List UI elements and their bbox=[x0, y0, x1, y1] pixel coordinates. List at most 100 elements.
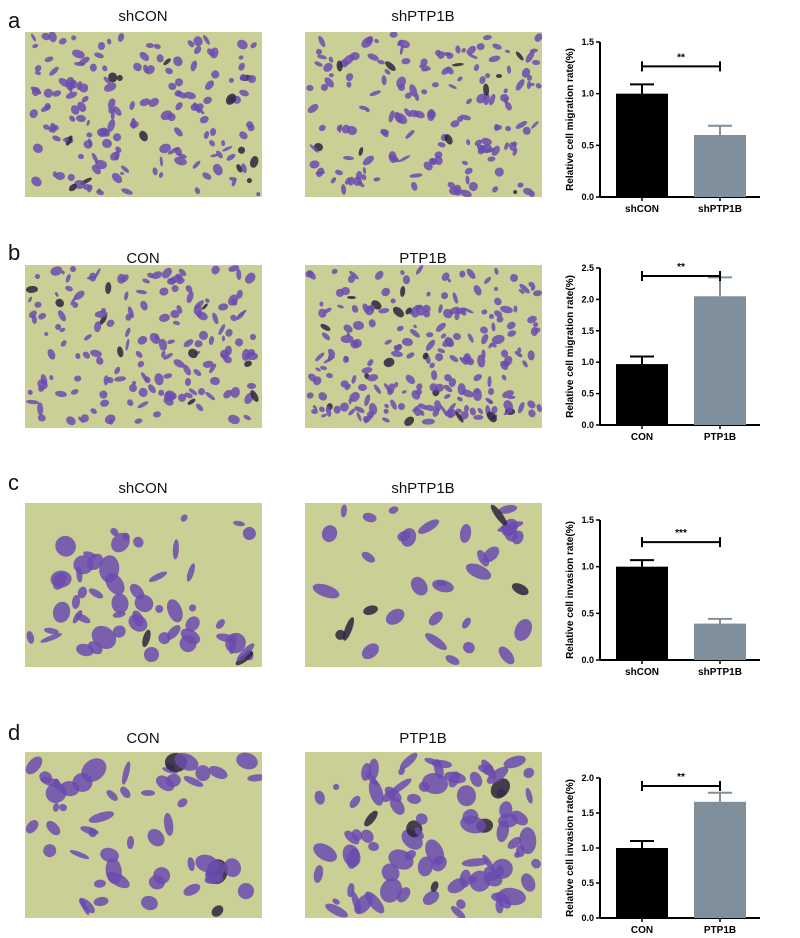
stained-cell bbox=[172, 539, 180, 559]
stained-cell bbox=[208, 139, 217, 148]
stained-cell bbox=[373, 38, 380, 45]
stained-cell bbox=[138, 50, 152, 63]
stained-cell bbox=[389, 32, 398, 39]
stained-cell bbox=[29, 32, 37, 42]
stained-cell bbox=[340, 504, 348, 519]
stained-cell bbox=[458, 523, 474, 544]
stained-cell bbox=[140, 789, 156, 797]
stained-cell bbox=[242, 271, 258, 287]
stained-cell bbox=[426, 608, 446, 628]
stained-cell bbox=[409, 173, 423, 179]
stained-cell bbox=[520, 359, 529, 369]
stained-cell bbox=[527, 407, 538, 419]
stained-cell bbox=[434, 320, 448, 333]
stained-cell bbox=[534, 82, 542, 91]
stained-cell bbox=[59, 781, 80, 798]
stained-cell bbox=[422, 630, 449, 654]
stained-cell bbox=[529, 856, 542, 871]
y-tick-label: 1.5 bbox=[581, 37, 594, 47]
stained-cell bbox=[111, 132, 123, 143]
stained-cell bbox=[50, 600, 72, 625]
stained-cell bbox=[192, 367, 203, 377]
left-image-title: CON bbox=[126, 250, 160, 267]
stained-cell bbox=[101, 64, 109, 73]
stained-cell bbox=[172, 126, 185, 139]
stained-cell bbox=[317, 390, 329, 403]
stained-cell bbox=[209, 265, 222, 277]
stained-cell bbox=[495, 74, 503, 79]
stained-cell bbox=[181, 363, 193, 378]
stained-cell bbox=[521, 766, 537, 781]
stained-cell bbox=[246, 177, 253, 185]
stained-cell bbox=[376, 59, 386, 66]
stained-cell bbox=[26, 285, 39, 294]
stained-cell bbox=[57, 36, 68, 46]
stained-cell bbox=[104, 281, 112, 295]
stained-cell bbox=[64, 273, 72, 283]
stained-cell bbox=[105, 317, 116, 329]
stained-cell bbox=[195, 340, 203, 348]
stained-cell bbox=[482, 34, 493, 41]
panel-label: c bbox=[8, 470, 19, 495]
stained-cell bbox=[186, 856, 196, 872]
stained-cell bbox=[366, 372, 380, 383]
stained-cell bbox=[123, 291, 129, 301]
stained-cell bbox=[397, 525, 419, 549]
stained-cell bbox=[509, 272, 520, 284]
stained-cell bbox=[350, 303, 360, 314]
stained-cell bbox=[51, 89, 62, 98]
stained-cell bbox=[379, 286, 392, 299]
stained-cell bbox=[514, 50, 525, 62]
stained-cell bbox=[429, 880, 440, 894]
stained-cell bbox=[448, 353, 459, 363]
y-tick-label: 0.5 bbox=[581, 608, 594, 618]
panel-label: a bbox=[8, 8, 21, 33]
stained-cell bbox=[397, 154, 411, 164]
stained-cell bbox=[425, 290, 431, 297]
stained-cell bbox=[472, 63, 480, 72]
stained-cell bbox=[228, 77, 235, 84]
y-tick-label: 2.0 bbox=[581, 773, 594, 783]
stained-cell bbox=[487, 376, 492, 388]
stained-cell bbox=[87, 586, 106, 601]
stained-cell bbox=[362, 511, 378, 524]
stained-cell bbox=[224, 327, 234, 338]
bar-shCON bbox=[616, 93, 668, 197]
stained-cell bbox=[163, 57, 173, 66]
stained-cell bbox=[306, 102, 321, 116]
stained-cell bbox=[152, 410, 162, 418]
stained-cell bbox=[192, 160, 202, 170]
y-tick-label: 1.0 bbox=[581, 89, 594, 99]
stained-cell bbox=[319, 322, 332, 333]
stained-cell bbox=[342, 155, 354, 161]
stained-cell bbox=[415, 265, 425, 276]
stained-cell bbox=[383, 605, 408, 629]
bar-chart: 0.0 0.5 1.0 1.5 2.0 2.5 Relative cell migratio… bbox=[565, 262, 760, 443]
stained-cell bbox=[405, 350, 416, 360]
panel-label: d bbox=[8, 720, 21, 745]
stained-cell bbox=[516, 400, 527, 415]
y-tick-label: 0.5 bbox=[581, 140, 594, 150]
stained-cell bbox=[426, 108, 436, 121]
stained-cell bbox=[305, 268, 318, 282]
stained-cell bbox=[331, 268, 339, 276]
stained-cell bbox=[321, 60, 335, 74]
stained-cell bbox=[340, 615, 357, 642]
x-tick-label: CON bbox=[631, 925, 653, 936]
bar-CON bbox=[616, 364, 668, 425]
stained-cell bbox=[517, 182, 524, 188]
y-tick-label: 0.0 bbox=[581, 420, 594, 430]
stained-cell bbox=[443, 392, 452, 401]
stained-cell bbox=[133, 417, 143, 425]
stained-cell bbox=[408, 327, 422, 340]
stained-cell bbox=[204, 390, 217, 402]
stained-cell bbox=[440, 290, 450, 300]
stained-cell bbox=[336, 304, 344, 310]
stained-cell bbox=[234, 880, 257, 902]
stained-cell bbox=[210, 311, 220, 326]
stained-cell bbox=[27, 107, 39, 120]
x-tick-label: PTP1B bbox=[704, 925, 736, 936]
stained-cell bbox=[153, 603, 165, 616]
stained-cell bbox=[319, 301, 324, 307]
